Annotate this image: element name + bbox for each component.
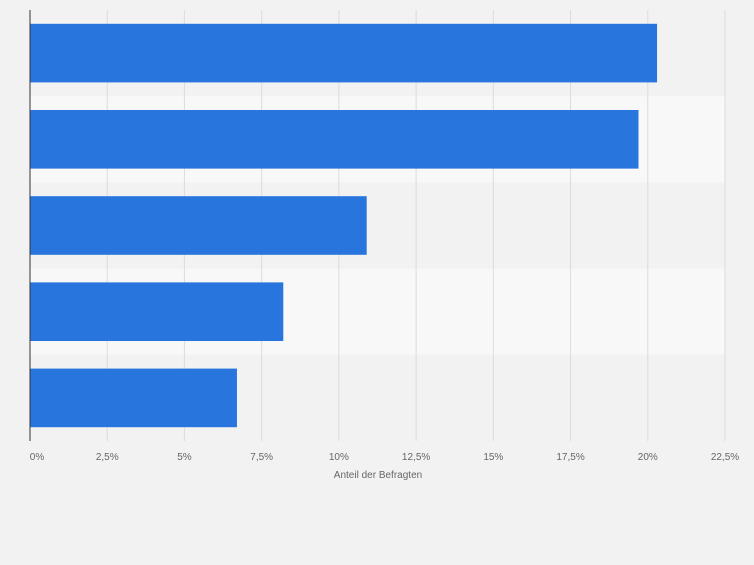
x-tick-label: 0% — [30, 452, 45, 463]
bar[interactable] — [30, 282, 284, 342]
x-tick-label: 15% — [483, 452, 503, 463]
bar[interactable] — [30, 196, 367, 255]
bar[interactable] — [30, 368, 237, 428]
x-tick-label: 5% — [177, 452, 192, 463]
x-tick-label: 20% — [638, 452, 658, 463]
x-tick-label: 17,5% — [556, 452, 584, 463]
bar[interactable] — [30, 109, 639, 169]
x-tick-label: 22,5% — [711, 452, 739, 463]
x-tick-label: 7,5% — [250, 452, 273, 463]
x-tick-labels: 0% 2,5% 5% 7,5% 10% 12,5% 15% 17,5% 20% 22,5% — [30, 452, 740, 463]
bars — [30, 23, 658, 428]
x-tick-label: 10% — [329, 452, 349, 463]
x-axis-label: Anteil der Befragten — [334, 470, 422, 481]
x-tick-label: 2,5% — [96, 452, 119, 463]
x-tick-label: 12,5% — [402, 452, 430, 463]
bar[interactable] — [30, 23, 658, 83]
